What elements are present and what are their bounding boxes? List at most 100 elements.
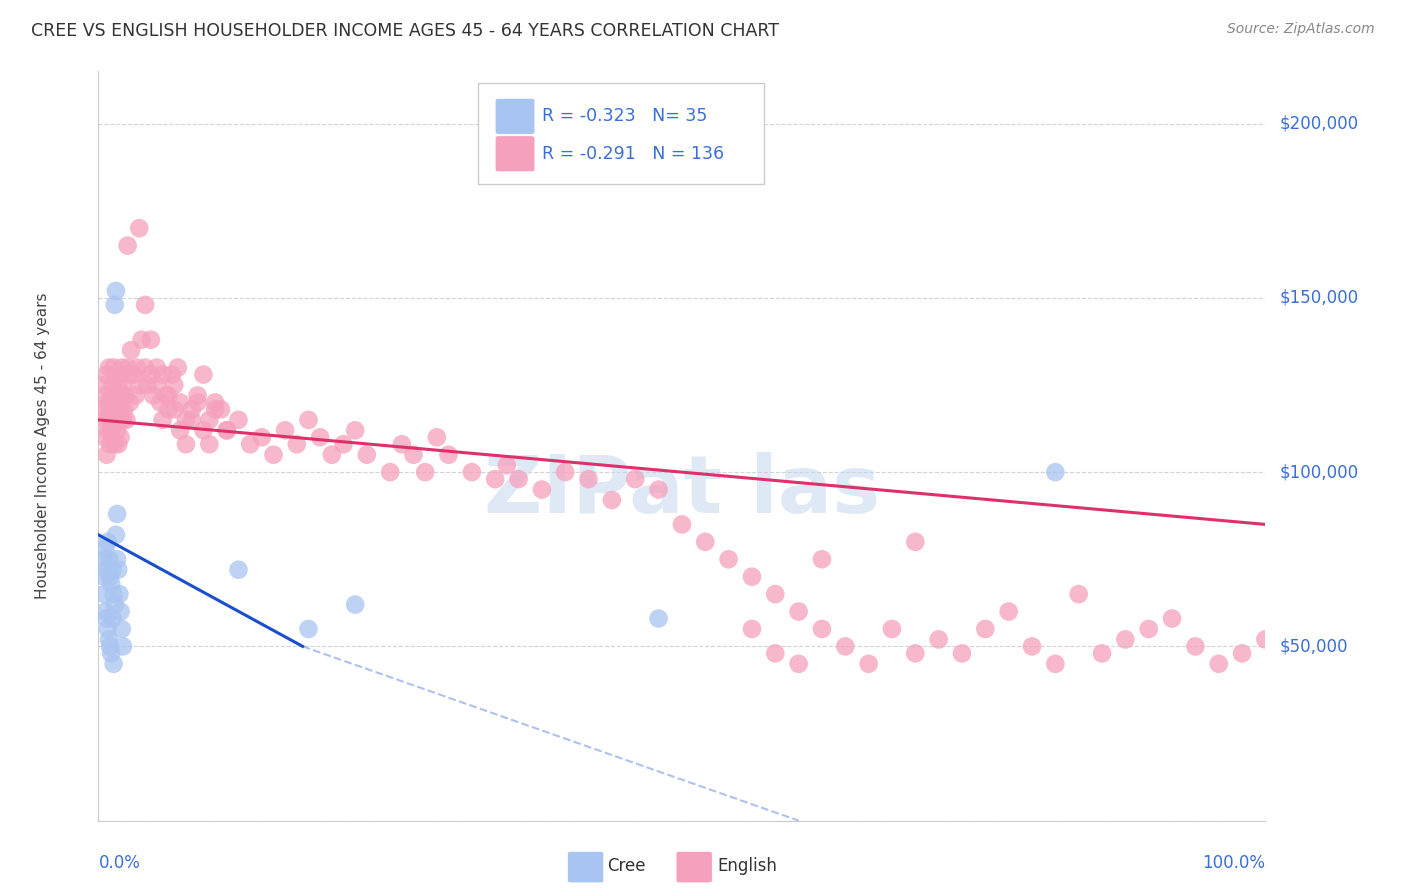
Point [717,552,740,566]
Point [1045,657,1067,671]
Point [163,378,186,392]
Point [193,368,215,382]
Point [103,657,125,671]
Point [101,402,124,417]
Point [160,368,183,382]
Point [215,423,238,437]
Point [110,402,132,417]
Point [215,423,238,437]
Point [96,563,118,577]
Point [180,413,202,427]
Point [101,611,124,625]
Text: ZIPat las: ZIPat las [484,452,880,530]
Point [111,640,134,654]
Text: 100.0%: 100.0% [1202,855,1265,872]
Point [169,423,191,437]
Point [157,388,180,402]
Point [647,483,669,497]
Point [108,413,131,427]
Point [169,395,191,409]
Point [166,360,188,375]
Point [139,368,162,382]
Point [131,333,153,347]
Point [380,465,402,479]
Point [1091,646,1114,660]
Point [1230,646,1253,660]
Point [508,472,530,486]
Point [174,437,197,451]
Point [858,657,880,671]
Text: $150,000: $150,000 [1279,289,1358,307]
FancyBboxPatch shape [568,851,603,883]
Point [484,472,506,486]
Point [787,657,810,671]
FancyBboxPatch shape [676,851,713,883]
Point [741,570,763,584]
Point [97,402,120,417]
Point [1137,622,1160,636]
Point [97,534,120,549]
Point [904,534,927,549]
Point [250,430,273,444]
Point [101,563,124,577]
Point [108,587,131,601]
Point [152,368,174,382]
Point [96,611,118,625]
Point [321,448,343,462]
Point [187,388,209,402]
Point [110,605,132,619]
Point [108,368,131,382]
Point [1184,640,1206,654]
Point [209,402,232,417]
Point [763,646,786,660]
Point [647,611,669,625]
Point [880,622,903,636]
Point [1067,587,1090,601]
Point [974,622,997,636]
Point [91,552,114,566]
Point [115,413,138,427]
Point [91,402,114,417]
Point [104,368,127,382]
Point [496,458,519,472]
Point [104,437,127,451]
Point [811,622,834,636]
Point [1114,632,1136,647]
Point [198,437,221,451]
Point [787,605,810,619]
Point [763,587,786,601]
Point [811,552,834,566]
Point [107,378,129,392]
Point [402,448,425,462]
Point [100,388,122,402]
Point [426,430,449,444]
Point [100,646,122,660]
Point [105,395,128,409]
Point [125,360,148,375]
Point [1161,611,1184,625]
Point [149,395,172,409]
Point [163,402,186,417]
Point [107,563,129,577]
Point [111,360,134,375]
Point [97,423,120,437]
Point [105,507,128,521]
Point [118,368,141,382]
Point [344,423,367,437]
Point [142,388,165,402]
Point [97,622,120,636]
Point [96,448,118,462]
Point [94,413,117,427]
Point [94,605,117,619]
Point [204,402,226,417]
Point [671,517,693,532]
Point [128,378,150,392]
Point [94,388,117,402]
Point [152,413,174,427]
Point [146,360,169,375]
Point [928,632,950,647]
Text: R = -0.323   N= 35: R = -0.323 N= 35 [541,107,707,125]
Point [112,402,135,417]
Point [262,448,284,462]
Point [128,221,150,235]
